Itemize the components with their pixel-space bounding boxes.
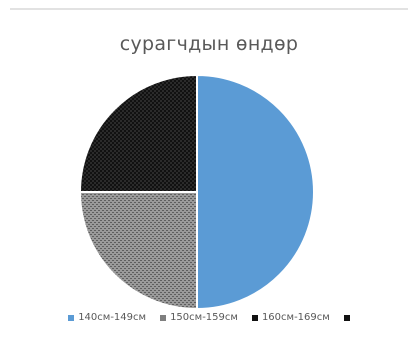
pie-slice-2 xyxy=(80,192,197,309)
legend-label-1: 140см-149см xyxy=(78,312,146,323)
legend-label-2: 150см-159см xyxy=(170,312,238,323)
chart-legend: 140см-149см 150см-159см 160см-169см xyxy=(0,312,418,323)
pie-slice-3 xyxy=(80,75,197,192)
legend-item-2: 150см-159см xyxy=(160,312,238,323)
legend-swatch-4 xyxy=(344,315,350,321)
legend-item-3: 160см-169см xyxy=(252,312,330,323)
legend-item-1: 140см-149см xyxy=(68,312,146,323)
pie-slices xyxy=(80,75,314,309)
legend-swatch-2 xyxy=(160,315,166,321)
legend-item-4 xyxy=(344,315,350,321)
legend-swatch-3 xyxy=(252,315,258,321)
legend-label-3: 160см-169см xyxy=(262,312,330,323)
legend-swatch-1 xyxy=(68,315,74,321)
pie-slice-1 xyxy=(197,75,314,309)
